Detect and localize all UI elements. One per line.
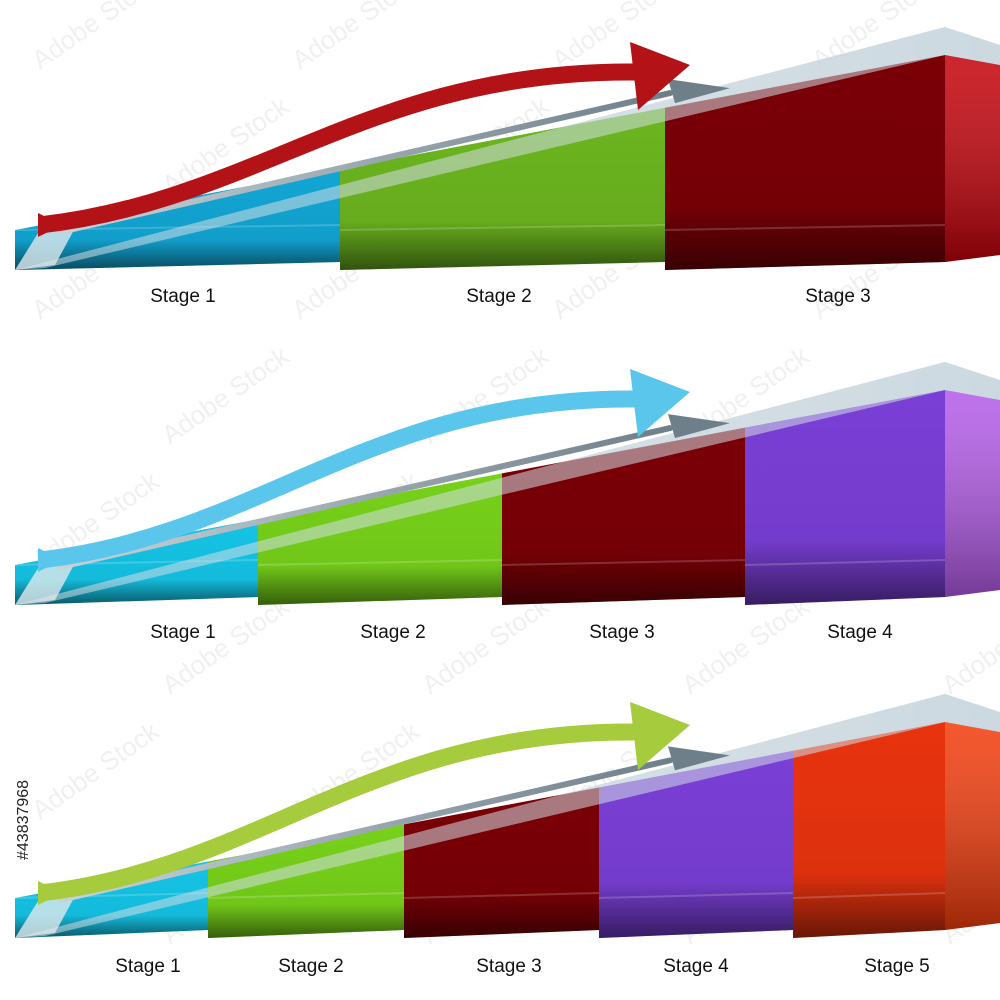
stage-label: Stage 2 (466, 286, 532, 307)
stage-label: Stage 1 (150, 622, 216, 643)
stage-label: Stage 4 (663, 956, 729, 977)
stage-segment (792, 722, 946, 938)
stage-segment (14, 861, 209, 938)
watermark-text: Adobe Stock (26, 0, 165, 75)
stage-segment (339, 107, 666, 270)
gray-progress-arrow-icon (57, 746, 730, 903)
stage-label: Stage 3 (805, 286, 871, 307)
gray-progress-arrow-icon (57, 79, 730, 235)
stage-label: Stage 3 (589, 622, 655, 643)
stage-label: Stage 2 (278, 956, 344, 977)
stage-segment (14, 168, 341, 270)
gray-progress-arrow-icon (57, 414, 730, 570)
stage-diagram-2: Stage 1 Stage 2 Stage 3 Stage 4 (14, 362, 1000, 643)
watermark-text: Adobe Stock (26, 715, 165, 825)
stage-label: Stage 5 (864, 956, 930, 977)
stage-label: Stage 1 (150, 286, 216, 307)
watermark-text: Adobe Stock (936, 590, 1000, 700)
stage-label: Stage 2 (360, 622, 426, 643)
stage-segment (744, 390, 946, 605)
stage-label: Stage 1 (115, 956, 181, 977)
curved-growth-arrow-icon (38, 369, 690, 572)
watermark-text: Adobe Stock (676, 590, 815, 700)
watermark-text: Adobe Stock (156, 340, 295, 450)
stage-diagram-1: Stage 1 Stage 2 Stage 3 (14, 27, 1000, 307)
watermark-text: Adobe Stock (156, 590, 295, 700)
watermark-text: Adobe Stock (286, 0, 425, 75)
stage-label: Stage 3 (476, 956, 542, 977)
stage-label: Stage 4 (827, 622, 893, 643)
stock-id-watermark: #43837968 (15, 780, 32, 860)
stage-diagram-3: Stage 1 Stage 2 Stage 3 Stage 4 Stage 5 (14, 694, 1000, 977)
curved-growth-arrow-icon (38, 702, 690, 905)
stage-segment (664, 55, 946, 270)
stage-segment (598, 750, 794, 938)
curved-growth-arrow-icon (38, 42, 690, 237)
watermark-text: Adobe Stock (416, 590, 555, 700)
